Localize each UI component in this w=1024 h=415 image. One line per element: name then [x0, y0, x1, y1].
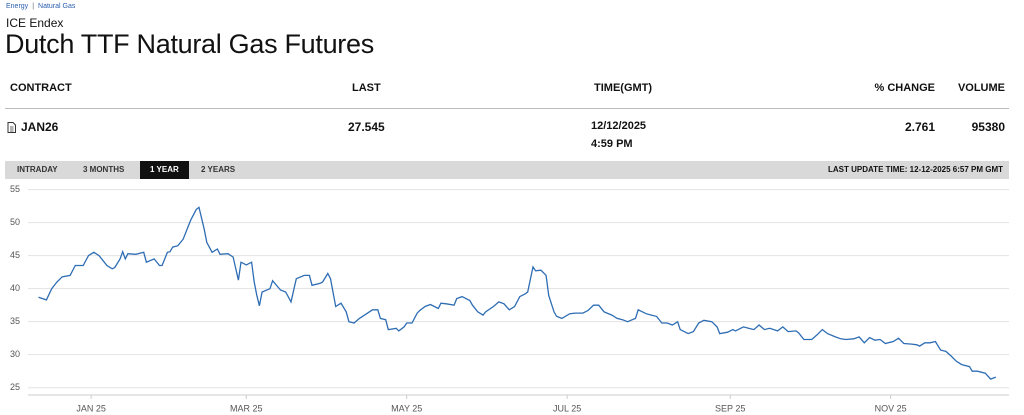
x-tick-label: NOV 25 [875, 403, 907, 413]
volume: 95380 [971, 120, 1005, 134]
price-line [38, 206, 997, 380]
column-header: LAST [352, 82, 381, 94]
range-tab[interactable]: 3 MONTHS [83, 165, 125, 174]
breadcrumb-link[interactable]: Natural Gas [38, 3, 76, 10]
divider [5, 108, 1009, 109]
time-clock: 4:59 PM [591, 138, 633, 150]
range-tabs: INTRADAY 3 MONTHS 1 YEAR 2 YEARS LAST UP… [5, 161, 1009, 179]
contract-link[interactable]: JAN26 [21, 120, 59, 134]
y-tick-label: 25 [10, 382, 20, 392]
exchange: ICE Endex [6, 16, 64, 30]
x-tick-label: JUL 25 [553, 403, 581, 413]
range-tab[interactable]: 2 YEARS [201, 165, 236, 174]
y-tick-label: 40 [10, 283, 20, 293]
breadcrumb-link[interactable]: Energy [6, 3, 29, 10]
contract-icon [7, 122, 16, 133]
y-tick-label: 35 [10, 316, 20, 326]
range-tab[interactable]: INTRADAY [17, 165, 58, 174]
last-price: 27.545 [348, 120, 385, 134]
price-chart: 25 30 35 40 45 50 55 JAN 25 MAR 25 MAY 25 JUL 25 SE… [10, 184, 1009, 413]
y-tick-label: 45 [10, 250, 20, 260]
column-header: CONTRACT [10, 82, 72, 94]
time-date: 12/12/2025 [591, 120, 647, 132]
breadcrumb: Energy | Natural Gas [6, 3, 76, 10]
range-tab[interactable]: 1 YEAR [140, 161, 189, 179]
x-tick-label: MAY 25 [391, 403, 422, 413]
percent-change: 2.761 [904, 120, 935, 134]
x-tick-label: JAN 25 [76, 403, 106, 413]
column-header: % CHANGE [874, 82, 935, 94]
page-title: Dutch TTF Natural Gas Futures [5, 29, 374, 59]
x-tick-label: SEP 25 [715, 403, 745, 413]
y-tick-label: 30 [10, 349, 20, 359]
y-tick-label: 55 [10, 184, 20, 194]
last-update: LAST UPDATE TIME: 12-12-2025 6:57 PM GMT [828, 165, 1003, 174]
y-tick-label: 50 [10, 217, 20, 227]
column-header: TIME(GMT) [594, 82, 653, 94]
column-header: VOLUME [957, 82, 1005, 94]
x-tick-label: MAR 25 [230, 403, 263, 413]
